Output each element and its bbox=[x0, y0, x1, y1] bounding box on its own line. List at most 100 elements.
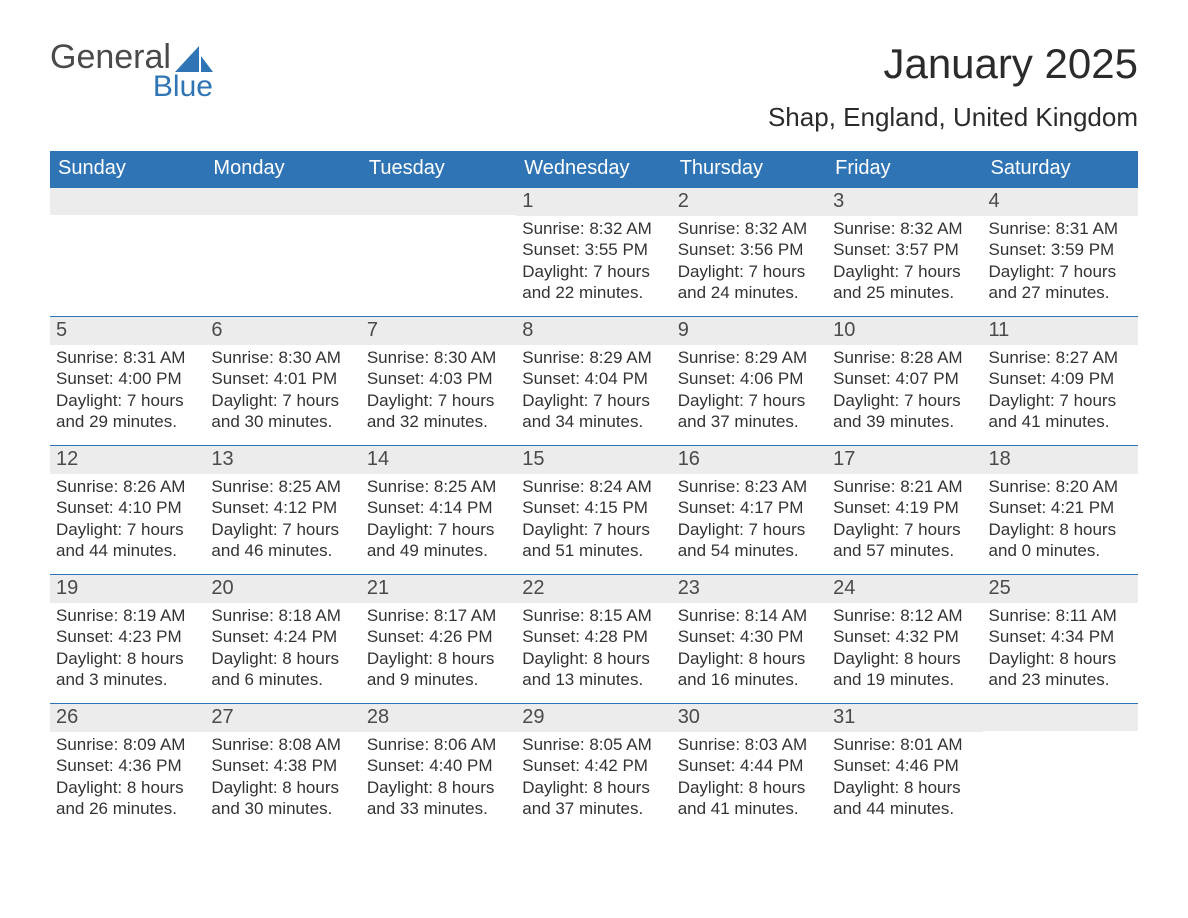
day-number: 20 bbox=[205, 575, 360, 603]
sunset-text: Sunset: 4:14 PM bbox=[367, 497, 510, 518]
day-header-friday: Friday bbox=[827, 151, 982, 188]
title-block: January 2025 Shap, England, United Kingd… bbox=[768, 40, 1138, 133]
calendar-cell: 31Sunrise: 8:01 AMSunset: 4:46 PMDayligh… bbox=[827, 704, 982, 832]
day-number: 14 bbox=[361, 446, 516, 474]
day-detail: Sunrise: 8:06 AMSunset: 4:40 PMDaylight:… bbox=[361, 732, 516, 825]
sunrise-text: Sunrise: 8:14 AM bbox=[678, 605, 821, 626]
day-number: 31 bbox=[827, 704, 982, 732]
daylight-text: Daylight: 7 hours and 37 minutes. bbox=[678, 390, 821, 433]
daylight-text: Daylight: 7 hours and 30 minutes. bbox=[211, 390, 354, 433]
weeks-container: 1Sunrise: 8:32 AMSunset: 3:55 PMDaylight… bbox=[50, 188, 1138, 832]
sunrise-text: Sunrise: 8:11 AM bbox=[989, 605, 1132, 626]
calendar-cell: 15Sunrise: 8:24 AMSunset: 4:15 PMDayligh… bbox=[516, 446, 671, 574]
sunrise-text: Sunrise: 8:01 AM bbox=[833, 734, 976, 755]
day-detail: Sunrise: 8:09 AMSunset: 4:36 PMDaylight:… bbox=[50, 732, 205, 825]
day-number: 27 bbox=[205, 704, 360, 732]
sunset-text: Sunset: 4:32 PM bbox=[833, 626, 976, 647]
sunrise-text: Sunrise: 8:30 AM bbox=[367, 347, 510, 368]
sunrise-text: Sunrise: 8:05 AM bbox=[522, 734, 665, 755]
sunrise-text: Sunrise: 8:27 AM bbox=[989, 347, 1132, 368]
sunrise-text: Sunrise: 8:30 AM bbox=[211, 347, 354, 368]
day-number: 30 bbox=[672, 704, 827, 732]
daylight-text: Daylight: 8 hours and 30 minutes. bbox=[211, 777, 354, 820]
day-detail: Sunrise: 8:19 AMSunset: 4:23 PMDaylight:… bbox=[50, 603, 205, 696]
day-number: 8 bbox=[516, 317, 671, 345]
day-header-wednesday: Wednesday bbox=[516, 151, 671, 188]
calendar-page: General Blue January 2025 Shap, England,… bbox=[0, 0, 1188, 918]
sunrise-text: Sunrise: 8:08 AM bbox=[211, 734, 354, 755]
week-row: 26Sunrise: 8:09 AMSunset: 4:36 PMDayligh… bbox=[50, 703, 1138, 832]
day-detail: Sunrise: 8:29 AMSunset: 4:04 PMDaylight:… bbox=[516, 345, 671, 438]
day-detail: Sunrise: 8:14 AMSunset: 4:30 PMDaylight:… bbox=[672, 603, 827, 696]
day-detail: Sunrise: 8:18 AMSunset: 4:24 PMDaylight:… bbox=[205, 603, 360, 696]
sunrise-text: Sunrise: 8:29 AM bbox=[522, 347, 665, 368]
calendar-cell: 20Sunrise: 8:18 AMSunset: 4:24 PMDayligh… bbox=[205, 575, 360, 703]
day-detail: Sunrise: 8:08 AMSunset: 4:38 PMDaylight:… bbox=[205, 732, 360, 825]
sunset-text: Sunset: 4:17 PM bbox=[678, 497, 821, 518]
daylight-text: Daylight: 7 hours and 57 minutes. bbox=[833, 519, 976, 562]
week-row: 5Sunrise: 8:31 AMSunset: 4:00 PMDaylight… bbox=[50, 316, 1138, 445]
day-number bbox=[205, 188, 360, 215]
day-number: 24 bbox=[827, 575, 982, 603]
daylight-text: Daylight: 8 hours and 19 minutes. bbox=[833, 648, 976, 691]
logo-word-general: General bbox=[50, 40, 171, 74]
sunset-text: Sunset: 3:57 PM bbox=[833, 239, 976, 260]
sunset-text: Sunset: 4:28 PM bbox=[522, 626, 665, 647]
sunset-text: Sunset: 4:10 PM bbox=[56, 497, 199, 518]
sunrise-text: Sunrise: 8:25 AM bbox=[211, 476, 354, 497]
sunset-text: Sunset: 4:03 PM bbox=[367, 368, 510, 389]
day-detail: Sunrise: 8:11 AMSunset: 4:34 PMDaylight:… bbox=[983, 603, 1138, 696]
daylight-text: Daylight: 8 hours and 13 minutes. bbox=[522, 648, 665, 691]
daylight-text: Daylight: 8 hours and 37 minutes. bbox=[522, 777, 665, 820]
daylight-text: Daylight: 8 hours and 41 minutes. bbox=[678, 777, 821, 820]
daylight-text: Daylight: 7 hours and 46 minutes. bbox=[211, 519, 354, 562]
day-number: 18 bbox=[983, 446, 1138, 474]
sunset-text: Sunset: 4:42 PM bbox=[522, 755, 665, 776]
calendar-cell: 23Sunrise: 8:14 AMSunset: 4:30 PMDayligh… bbox=[672, 575, 827, 703]
calendar-cell: 21Sunrise: 8:17 AMSunset: 4:26 PMDayligh… bbox=[361, 575, 516, 703]
day-detail: Sunrise: 8:31 AMSunset: 4:00 PMDaylight:… bbox=[50, 345, 205, 438]
day-number: 21 bbox=[361, 575, 516, 603]
day-detail: Sunrise: 8:01 AMSunset: 4:46 PMDaylight:… bbox=[827, 732, 982, 825]
daylight-text: Daylight: 8 hours and 0 minutes. bbox=[989, 519, 1132, 562]
day-number: 3 bbox=[827, 188, 982, 216]
calendar-cell: 16Sunrise: 8:23 AMSunset: 4:17 PMDayligh… bbox=[672, 446, 827, 574]
calendar-cell: 18Sunrise: 8:20 AMSunset: 4:21 PMDayligh… bbox=[983, 446, 1138, 574]
day-number: 10 bbox=[827, 317, 982, 345]
calendar: Sunday Monday Tuesday Wednesday Thursday… bbox=[50, 151, 1138, 832]
sunrise-text: Sunrise: 8:23 AM bbox=[678, 476, 821, 497]
sunrise-text: Sunrise: 8:28 AM bbox=[833, 347, 976, 368]
calendar-cell: 24Sunrise: 8:12 AMSunset: 4:32 PMDayligh… bbox=[827, 575, 982, 703]
sunrise-text: Sunrise: 8:32 AM bbox=[833, 218, 976, 239]
sunset-text: Sunset: 4:46 PM bbox=[833, 755, 976, 776]
sunrise-text: Sunrise: 8:20 AM bbox=[989, 476, 1132, 497]
day-detail: Sunrise: 8:03 AMSunset: 4:44 PMDaylight:… bbox=[672, 732, 827, 825]
day-detail: Sunrise: 8:05 AMSunset: 4:42 PMDaylight:… bbox=[516, 732, 671, 825]
sunset-text: Sunset: 4:34 PM bbox=[989, 626, 1132, 647]
day-header-tuesday: Tuesday bbox=[361, 151, 516, 188]
daylight-text: Daylight: 8 hours and 16 minutes. bbox=[678, 648, 821, 691]
calendar-cell: 13Sunrise: 8:25 AMSunset: 4:12 PMDayligh… bbox=[205, 446, 360, 574]
calendar-cell bbox=[50, 188, 205, 316]
day-number: 6 bbox=[205, 317, 360, 345]
sunset-text: Sunset: 4:15 PM bbox=[522, 497, 665, 518]
sunrise-text: Sunrise: 8:21 AM bbox=[833, 476, 976, 497]
sunset-text: Sunset: 4:23 PM bbox=[56, 626, 199, 647]
day-detail: Sunrise: 8:24 AMSunset: 4:15 PMDaylight:… bbox=[516, 474, 671, 567]
sunset-text: Sunset: 4:04 PM bbox=[522, 368, 665, 389]
daylight-text: Daylight: 8 hours and 33 minutes. bbox=[367, 777, 510, 820]
day-detail: Sunrise: 8:21 AMSunset: 4:19 PMDaylight:… bbox=[827, 474, 982, 567]
day-detail: Sunrise: 8:12 AMSunset: 4:32 PMDaylight:… bbox=[827, 603, 982, 696]
calendar-cell bbox=[983, 704, 1138, 832]
calendar-cell bbox=[205, 188, 360, 316]
sunset-text: Sunset: 4:26 PM bbox=[367, 626, 510, 647]
daylight-text: Daylight: 7 hours and 27 minutes. bbox=[989, 261, 1132, 304]
calendar-cell: 22Sunrise: 8:15 AMSunset: 4:28 PMDayligh… bbox=[516, 575, 671, 703]
sunset-text: Sunset: 4:38 PM bbox=[211, 755, 354, 776]
sunrise-text: Sunrise: 8:32 AM bbox=[678, 218, 821, 239]
header-row: General Blue January 2025 Shap, England,… bbox=[50, 40, 1138, 133]
daylight-text: Daylight: 7 hours and 54 minutes. bbox=[678, 519, 821, 562]
sunset-text: Sunset: 3:59 PM bbox=[989, 239, 1132, 260]
sunrise-text: Sunrise: 8:31 AM bbox=[56, 347, 199, 368]
calendar-cell: 5Sunrise: 8:31 AMSunset: 4:00 PMDaylight… bbox=[50, 317, 205, 445]
